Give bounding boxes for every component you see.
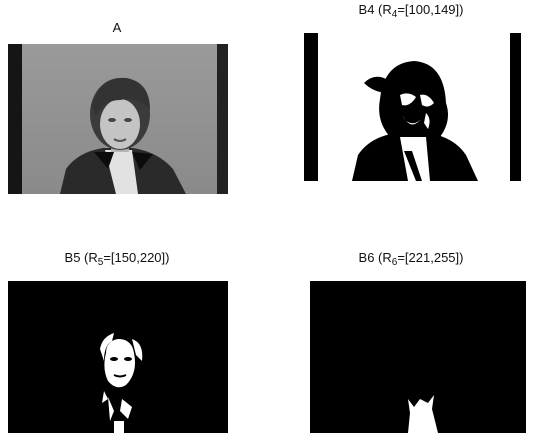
panel-title-b6: B6 (R6=[221,255])	[359, 250, 464, 268]
title-text: =[150,220])	[103, 250, 170, 265]
panel-title-a: A	[113, 20, 122, 35]
binary-mask-b5	[8, 281, 228, 433]
title-text: =[221,255])	[397, 250, 464, 265]
title-text: B4 (R	[358, 2, 392, 17]
binary-mask-b6	[310, 281, 526, 433]
image-panel-b5	[8, 281, 228, 433]
binary-mask-b4	[304, 33, 521, 181]
title-subscript: 6	[391, 257, 398, 268]
image-panel-b4	[304, 33, 521, 181]
panel-title-b4: B4 (R4=[100,149])	[359, 2, 464, 20]
title-text: =[100,149])	[397, 2, 464, 17]
grayscale-portrait	[8, 44, 228, 194]
image-panel-b6	[310, 281, 526, 433]
title-text: B5 (R	[64, 250, 98, 265]
image-panel-a	[8, 44, 228, 194]
title-subscript: 4	[391, 9, 398, 20]
title-subscript: 5	[97, 257, 104, 268]
panel-title-b5: B5 (R5=[150,220])	[65, 250, 170, 268]
title-text: B6 (R	[358, 250, 392, 265]
title-text: A	[112, 20, 122, 35]
